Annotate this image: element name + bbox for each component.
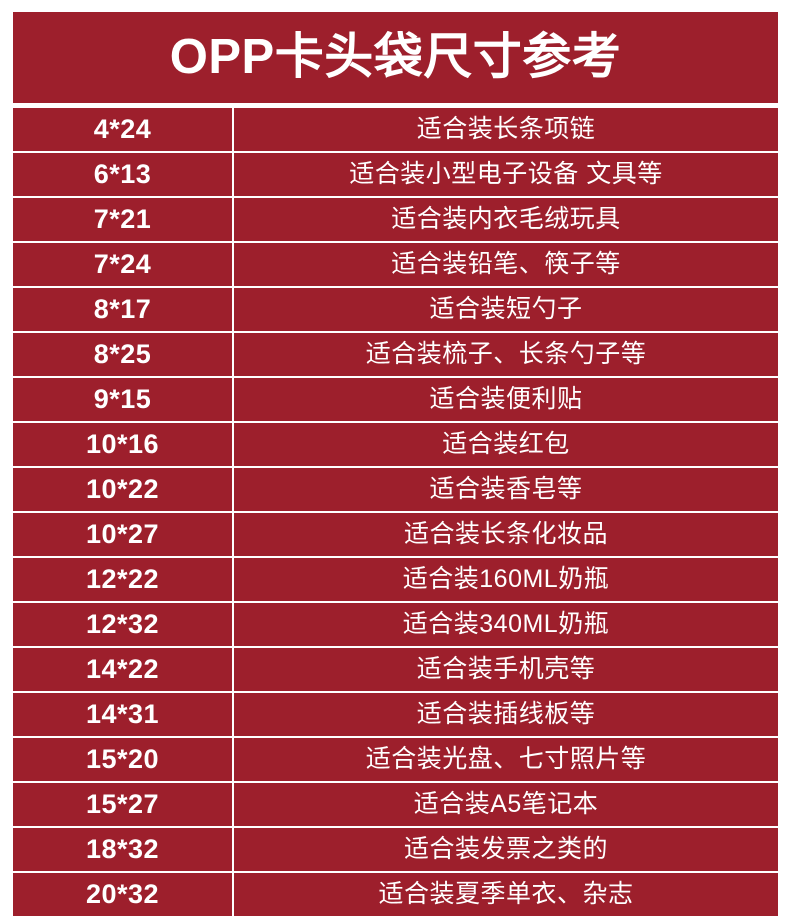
table-row: 10*16 适合装红包 [13,423,778,466]
table-row: 10*22 适合装香皂等 [13,468,778,511]
page-title: OPP卡头袋尺寸参考 [169,30,622,84]
table-row: 7*21 适合装内衣毛绒玩具 [13,198,778,241]
size-reference-table: 4*24 适合装长条项链 6*13 适合装小型电子设备 文具等 7*21 适合装内衣毛绒玩… [13,106,778,918]
cell-description: 适合装短勺子 [234,288,778,331]
cell-description: 适合装香皂等 [234,468,778,511]
cell-size: 14*31 [13,693,234,736]
cell-description: 适合装长条项链 [234,108,778,151]
cell-description: 适合装便利贴 [234,378,778,421]
cell-description: 适合装小型电子设备 文具等 [234,153,778,196]
table-row: 8*25 适合装梳子、长条勺子等 [13,333,778,376]
table-row: 15*27 适合装A5笔记本 [13,783,778,826]
cell-size: 9*15 [13,378,234,421]
table-row: 7*24 适合装铅笔、筷子等 [13,243,778,286]
cell-description: 适合装手机壳等 [234,648,778,691]
cell-size: 10*22 [13,468,234,511]
table-row: 8*17 适合装短勺子 [13,288,778,331]
cell-size: 8*25 [13,333,234,376]
table-row: 14*31 适合装插线板等 [13,693,778,736]
cell-size: 10*27 [13,513,234,556]
cell-description: 适合装长条化妆品 [234,513,778,556]
cell-description: 适合装160ML奶瓶 [234,558,778,601]
table-row: 12*22 适合装160ML奶瓶 [13,558,778,601]
cell-size: 7*21 [13,198,234,241]
cell-size: 14*22 [13,648,234,691]
cell-size: 4*24 [13,108,234,151]
poster-title-bar: OPP卡头袋尺寸参考 [13,12,778,103]
table-row: 12*32 适合装340ML奶瓶 [13,603,778,646]
cell-size: 12*22 [13,558,234,601]
table-row: 4*24 适合装长条项链 [13,108,778,151]
cell-size: 12*32 [13,603,234,646]
cell-size: 7*24 [13,243,234,286]
cell-size: 20*32 [13,873,234,916]
cell-size: 8*17 [13,288,234,331]
cell-description: 适合装梳子、长条勺子等 [234,333,778,376]
cell-size: 6*13 [13,153,234,196]
cell-size: 18*32 [13,828,234,871]
cell-size: 15*27 [13,783,234,826]
cell-size: 10*16 [13,423,234,466]
cell-description: 适合装340ML奶瓶 [234,603,778,646]
table-row: 10*27 适合装长条化妆品 [13,513,778,556]
table-row: 18*32 适合装发票之类的 [13,828,778,871]
cell-description: 适合装光盘、七寸照片等 [234,738,778,781]
table-row: 15*20 适合装光盘、七寸照片等 [13,738,778,781]
cell-description: 适合装红包 [234,423,778,466]
cell-description: 适合装插线板等 [234,693,778,736]
table-row: 6*13 适合装小型电子设备 文具等 [13,153,778,196]
cell-description: 适合装夏季单衣、杂志 [234,873,778,916]
cell-description: 适合装A5笔记本 [234,783,778,826]
table-row: 14*22 适合装手机壳等 [13,648,778,691]
size-table-body: 4*24 适合装长条项链 6*13 适合装小型电子设备 文具等 7*21 适合装内衣毛绒玩… [13,108,778,916]
table-row: 9*15 适合装便利贴 [13,378,778,421]
cell-size: 15*20 [13,738,234,781]
cell-description: 适合装铅笔、筷子等 [234,243,778,286]
cell-description: 适合装发票之类的 [234,828,778,871]
cell-description: 适合装内衣毛绒玩具 [234,198,778,241]
table-row: 20*32 适合装夏季单衣、杂志 [13,873,778,916]
